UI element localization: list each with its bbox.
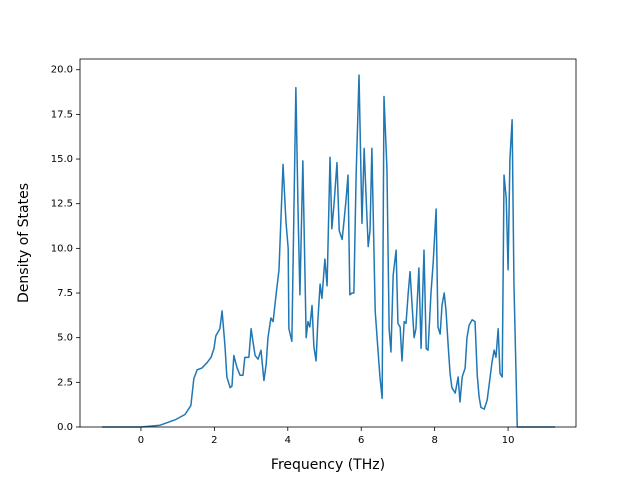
x-tick-label: 8 [431, 435, 437, 446]
data-line [102, 74, 556, 428]
y-tick-label: 0.0 [57, 422, 73, 433]
x-tick-label: 4 [285, 435, 291, 446]
y-tick-label: 20.0 [51, 65, 73, 76]
y-tick-label: 7.5 [57, 288, 73, 299]
y-tick-label: 15.0 [51, 154, 73, 165]
y-tick-label: 10.0 [51, 243, 73, 254]
y-tick-label: 2.5 [57, 377, 73, 388]
y-axis-label: Density of States [16, 183, 32, 303]
x-tick-label: 6 [358, 435, 364, 446]
y-tick-label: 12.5 [51, 199, 73, 210]
x-tick-label: 0 [138, 435, 144, 446]
x-tick-label: 2 [211, 435, 217, 446]
x-axis-label: Frequency (THz) [271, 457, 385, 473]
y-tick-label: 17.5 [51, 109, 73, 120]
y-tick-label: 5.0 [57, 333, 73, 344]
x-tick-label: 10 [502, 435, 515, 446]
plot-frame [79, 58, 577, 428]
